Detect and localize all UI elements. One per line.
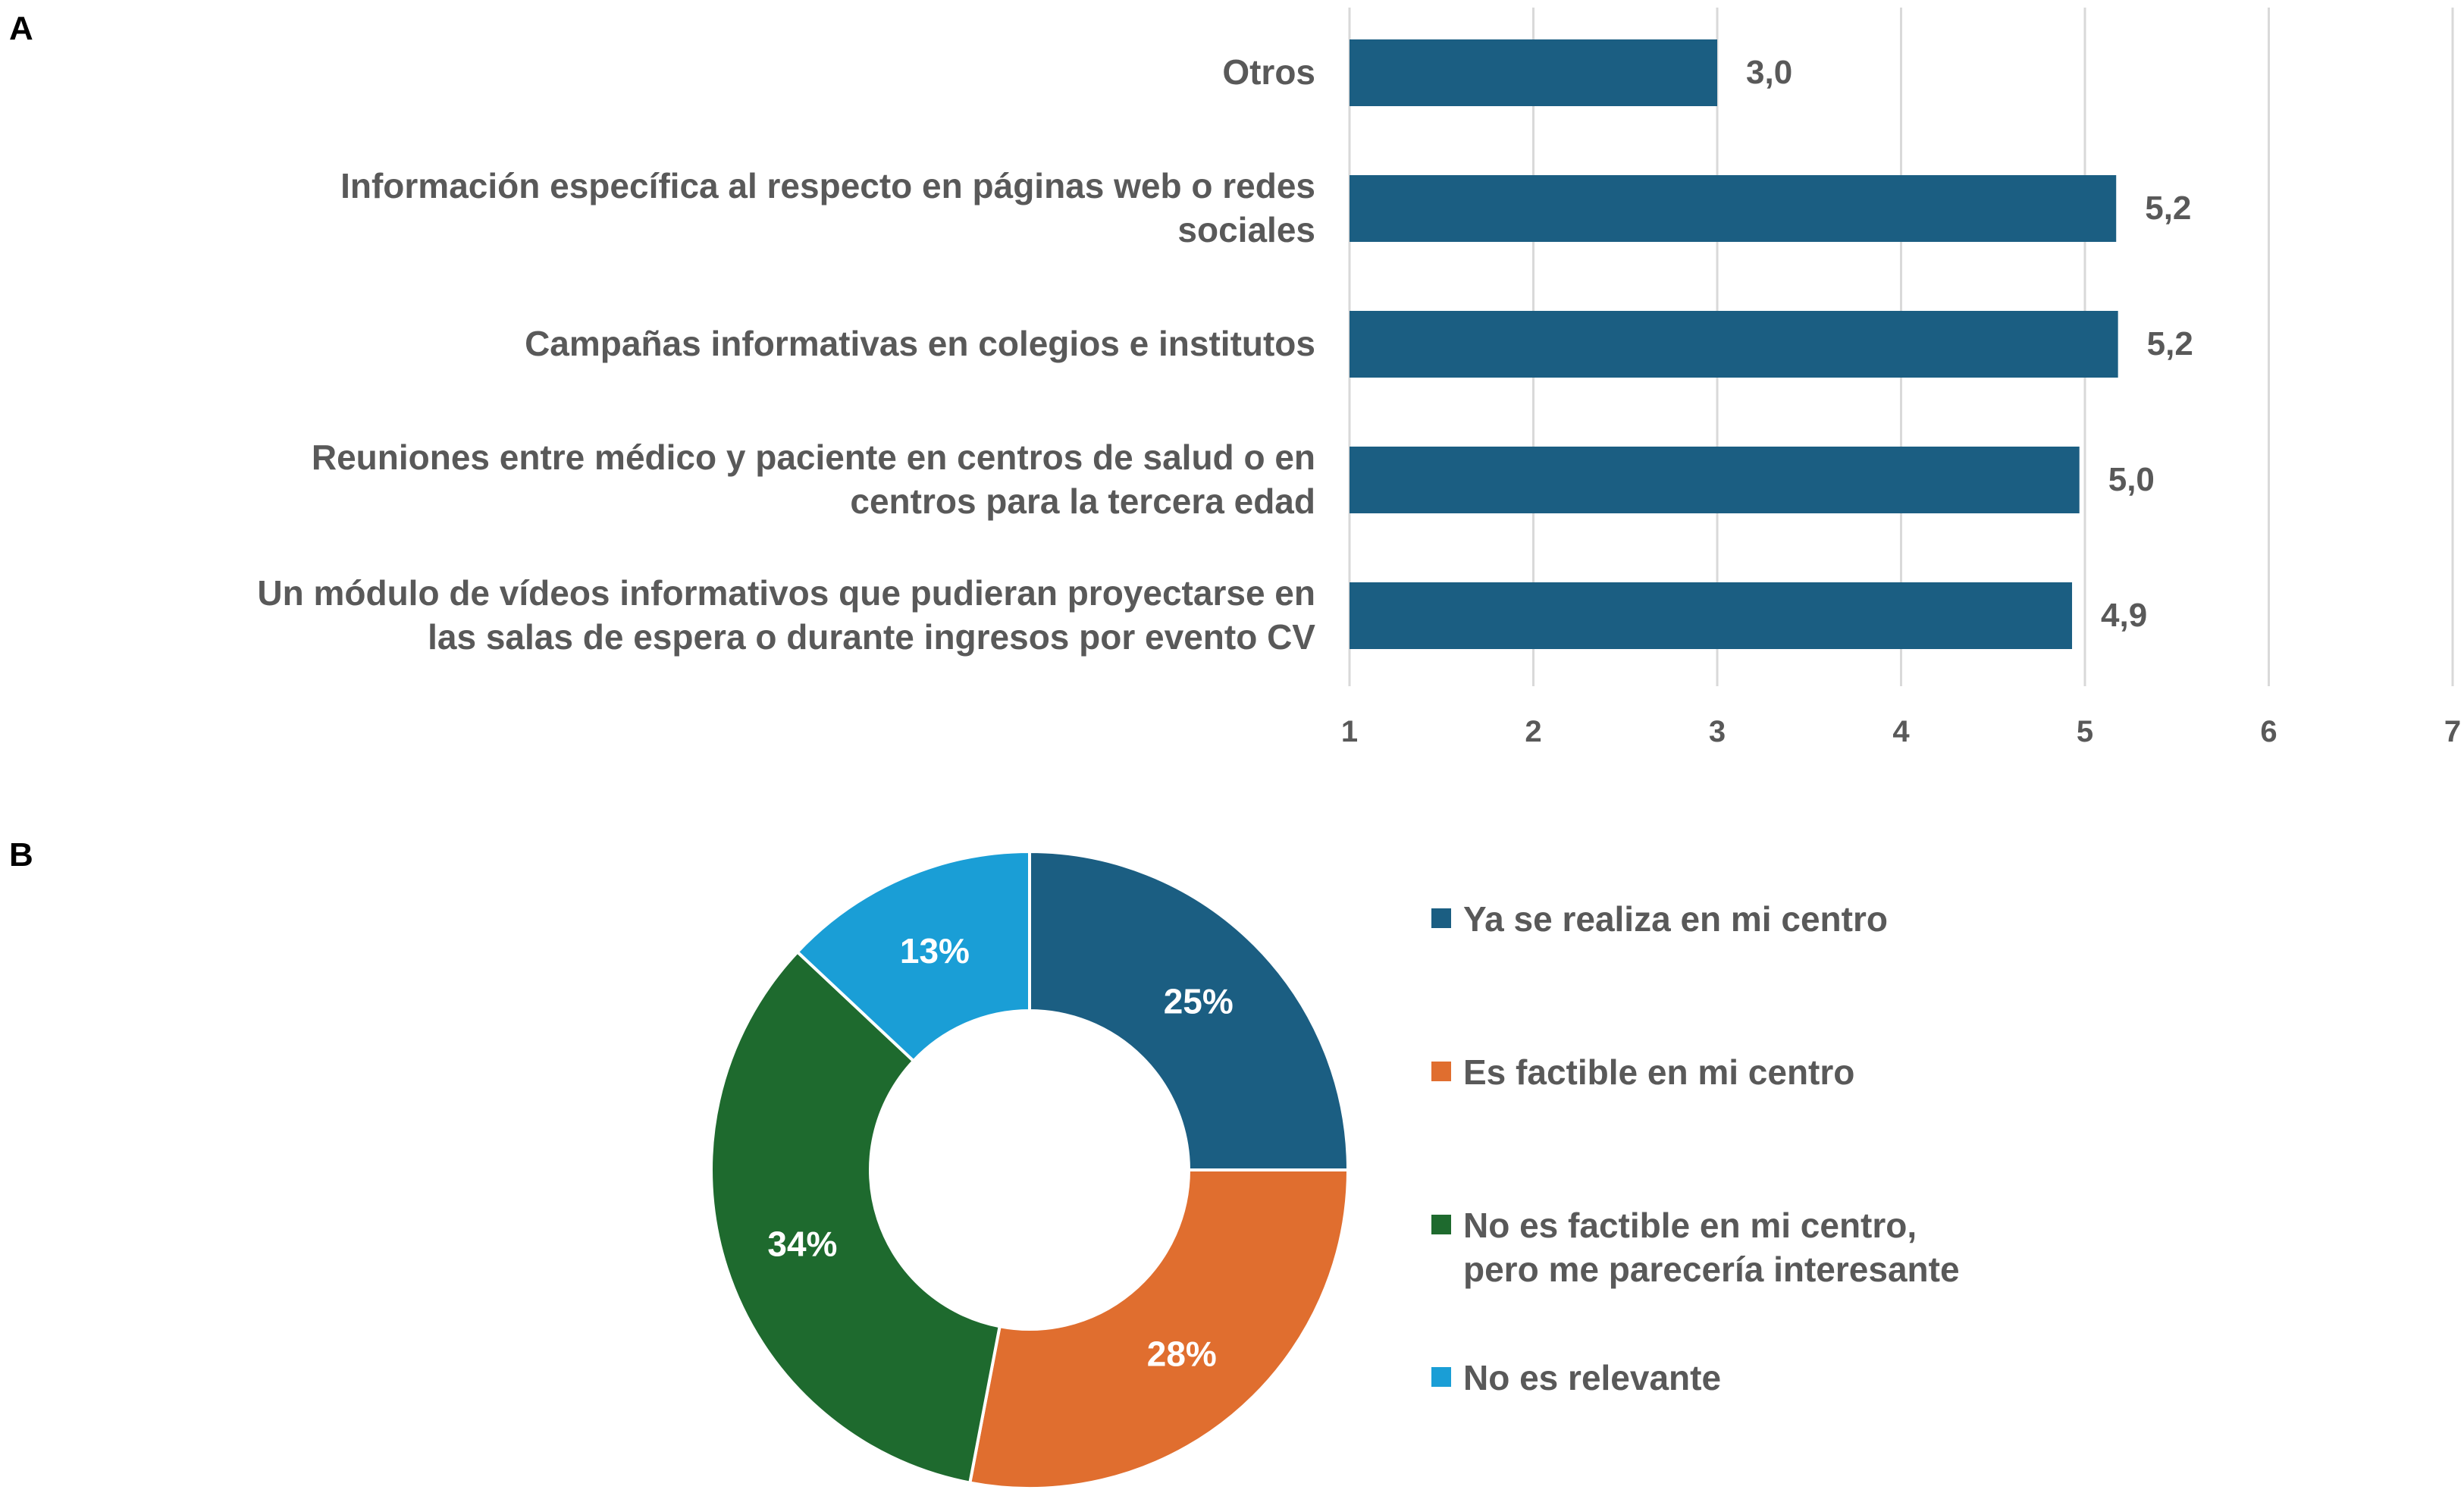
- panel-b-label: B: [9, 836, 33, 873]
- slice-label: 25%: [1164, 981, 1234, 1021]
- legend-label: pero me parecería interesante: [1463, 1250, 1960, 1289]
- slice-label: 13%: [900, 931, 970, 971]
- x-tick-label: 4: [1892, 715, 1910, 748]
- data-label: 4,9: [2101, 597, 2147, 634]
- slice-label: 28%: [1147, 1334, 1217, 1374]
- legend-swatch: [1431, 1215, 1451, 1234]
- data-label: 5,2: [2147, 325, 2193, 362]
- bar: [1350, 311, 2118, 378]
- bar: [1350, 39, 1717, 106]
- category-label: Información específica al respecto en pá…: [340, 166, 1315, 205]
- donut-slice: [710, 949, 1002, 1485]
- legend-label: Es factible en mi centro: [1463, 1052, 1854, 1092]
- donut-slice: [795, 849, 1031, 1064]
- slice-label: 34%: [767, 1224, 837, 1263]
- category-label: sociales: [1177, 210, 1315, 249]
- bar: [1350, 175, 2117, 242]
- data-label: 5,2: [2145, 190, 2191, 227]
- donut-slice: [1028, 849, 1350, 1171]
- legend-swatch: [1431, 1062, 1451, 1081]
- legend-label: Ya se realiza en mi centro: [1463, 899, 1888, 939]
- x-tick-label: 3: [1709, 715, 1726, 748]
- category-label: centros para la tercera edad: [850, 481, 1315, 521]
- data-label: 3,0: [1746, 54, 1792, 91]
- legend-swatch: [1431, 1367, 1451, 1387]
- category-label: las salas de espera o durante ingresos p…: [428, 617, 1315, 657]
- category-label: Campañas informativas en colegios e inst…: [525, 324, 1315, 363]
- bar: [1350, 447, 2080, 513]
- x-tick-label: 1: [1341, 715, 1358, 748]
- panel-a-label: A: [9, 10, 33, 47]
- legend-label: No es relevante: [1463, 1358, 1721, 1397]
- category-label: Reuniones entre médico y paciente en cen…: [312, 438, 1315, 477]
- x-tick-label: 6: [2260, 715, 2277, 748]
- legend-swatch: [1431, 908, 1451, 928]
- x-tick-label: 5: [2077, 715, 2093, 748]
- legend-label: No es factible en mi centro,: [1463, 1206, 1917, 1245]
- bar-chart: 1 2 3 4 5 6 7 3,0 Otros 5,2 Información específica…: [257, 8, 2461, 748]
- donut-chart: 25% 28% 34% 13% Ya se realiza en mi centro Es…: [710, 849, 1960, 1490]
- donut-slice: [967, 1168, 1350, 1490]
- category-label: Un módulo de vídeos informativos que pud…: [257, 573, 1315, 613]
- data-label: 5,0: [2108, 461, 2155, 498]
- category-label: Otros: [1222, 52, 1315, 92]
- bar: [1350, 582, 2073, 649]
- x-tick-label: 2: [1525, 715, 1541, 748]
- x-tick-label: 7: [2444, 715, 2461, 748]
